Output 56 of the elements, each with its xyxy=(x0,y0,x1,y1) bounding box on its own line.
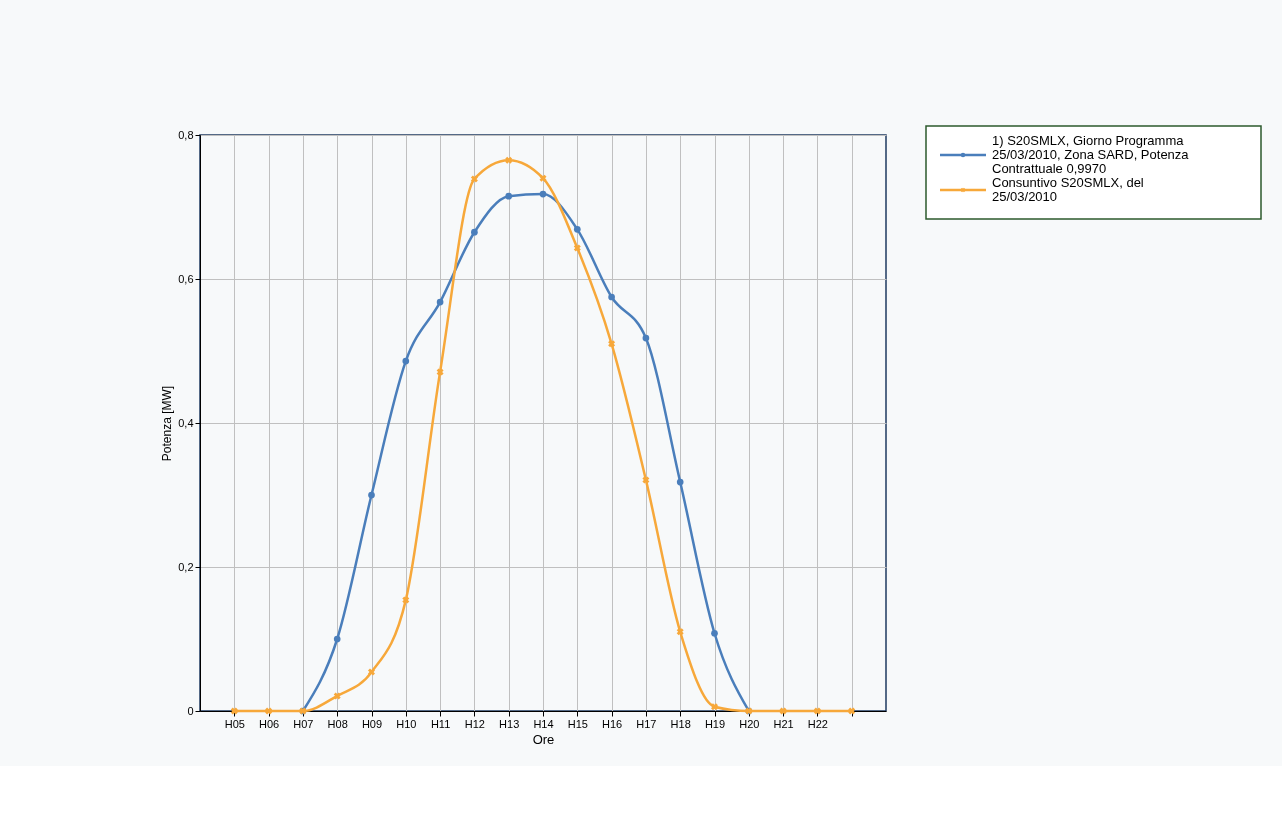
point xyxy=(539,174,547,182)
x-tick-label: H13 xyxy=(499,717,520,730)
x-tick-label: H11 xyxy=(430,717,451,730)
x-tick-label: H22 xyxy=(807,717,828,730)
x-tick-label: H21 xyxy=(773,717,794,730)
point xyxy=(779,707,787,715)
point xyxy=(436,368,444,376)
point xyxy=(333,635,341,643)
legend-label: 1) S20SMLX, Giorno Programma 25/03/2010, Zona SARD, Potenza Contrattuale 0,9970 xyxy=(992,133,1190,176)
x-tick-label: H14 xyxy=(533,717,554,730)
point xyxy=(505,156,513,164)
x-tick-label: H15 xyxy=(567,717,588,730)
y-axis-title: Potenza [MW] xyxy=(160,385,175,462)
x-tick-label: H17 xyxy=(636,717,657,730)
point xyxy=(402,596,410,604)
point xyxy=(230,707,238,715)
y-tick-label: 0,8 xyxy=(178,128,194,141)
x-tick-label: H07 xyxy=(293,717,314,730)
y-tick-label: 0,6 xyxy=(178,272,194,285)
x-tick-label: H05 xyxy=(224,717,245,730)
point xyxy=(368,668,375,676)
point xyxy=(265,707,273,715)
y-tick-label: 0 xyxy=(187,704,194,717)
y-tick-label: 0,2 xyxy=(178,560,194,573)
x-tick-label: H12 xyxy=(464,717,485,730)
x-axis-title: Ore xyxy=(532,731,555,747)
point xyxy=(471,228,478,236)
point xyxy=(642,476,650,484)
x-tick-label: H08 xyxy=(327,717,348,730)
point xyxy=(470,175,478,183)
point xyxy=(608,293,615,301)
legend-label: Consuntivo S20SMLX, del 25/03/2010 xyxy=(992,175,1144,204)
point xyxy=(573,244,581,252)
point xyxy=(711,629,718,637)
point xyxy=(402,357,410,365)
x-tick-label: H10 xyxy=(396,717,417,730)
point xyxy=(333,692,341,700)
y-tick-label: 0,4 xyxy=(178,416,194,429)
point xyxy=(505,192,513,200)
point xyxy=(539,190,547,198)
point xyxy=(676,478,684,486)
point xyxy=(608,340,616,348)
x-tick-label: H09 xyxy=(361,717,383,730)
point xyxy=(573,225,581,233)
point xyxy=(813,707,821,715)
x-tick-label: H16 xyxy=(602,717,623,730)
x-tick-label: H19 xyxy=(704,717,726,730)
x-tick-label: H06 xyxy=(259,717,280,730)
x-tick-label: H18 xyxy=(670,717,691,730)
point xyxy=(711,703,718,711)
point xyxy=(848,707,856,715)
x-tick-label: H20 xyxy=(739,717,760,730)
point xyxy=(436,298,444,306)
point xyxy=(368,491,375,499)
point xyxy=(676,628,684,636)
point xyxy=(642,334,650,342)
